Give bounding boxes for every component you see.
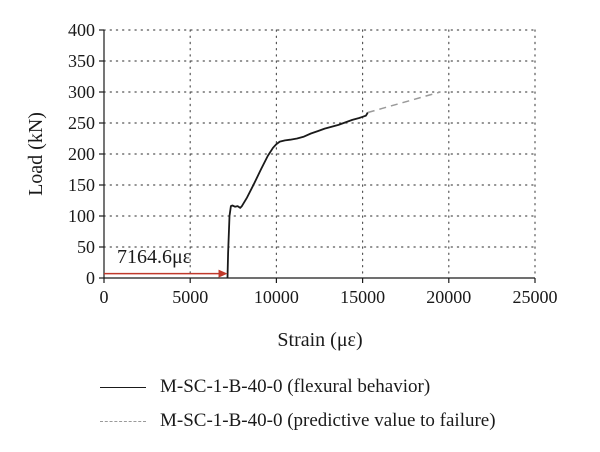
y-tick-label: 250 [68,113,95,133]
annotation-label: 7164.6με [117,246,191,268]
legend: M-SC-1-B-40-0 (flexural behavior) M-SC-1… [100,370,590,438]
x-tick-label: 0 [100,287,109,307]
series-line-flexural [226,112,369,279]
x-axis-title: Strain (με) [277,329,362,351]
x-tick-label: 10000 [254,287,299,307]
legend-label-flexural: M-SC-1-B-40-0 (flexural behavior) [160,376,431,397]
x-tick-label: 15000 [340,287,385,307]
grid-lines [103,29,536,279]
legend-swatch-solid [100,386,146,388]
y-tick-label: 0 [86,268,95,288]
y-tick-label: 350 [68,51,95,71]
axes [99,29,536,283]
tick-labels: 0 5000 10000 15000 20000 25000 0 50 100 150 200 250… [68,20,558,307]
y-tick-label: 150 [68,175,95,195]
data-lines [226,91,441,279]
y-axis-title: Load (kN) [25,112,47,196]
x-tick-label: 5000 [172,287,208,307]
annotation: 7164.6με [104,246,228,278]
series-line-predictive [367,91,441,114]
annotation-arrow-head [218,269,228,278]
load-strain-chart: 0 5000 10000 15000 20000 25000 0 50 100 150 200 250… [25,20,558,351]
y-tick-label: 100 [68,206,95,226]
x-tick-label: 20000 [426,287,471,307]
x-tick-label: 25000 [513,287,558,307]
y-tick-label: 300 [68,82,95,102]
y-tick-label: 400 [68,20,95,40]
legend-item-predictive: M-SC-1-B-40-0 (predictive value to failu… [100,404,590,438]
legend-label-predictive: M-SC-1-B-40-0 (predictive value to failu… [160,410,496,431]
legend-swatch-dashed [100,420,146,422]
legend-item-flexural: M-SC-1-B-40-0 (flexural behavior) [100,370,590,404]
y-tick-label: 50 [77,237,95,257]
y-tick-label: 200 [68,144,95,164]
